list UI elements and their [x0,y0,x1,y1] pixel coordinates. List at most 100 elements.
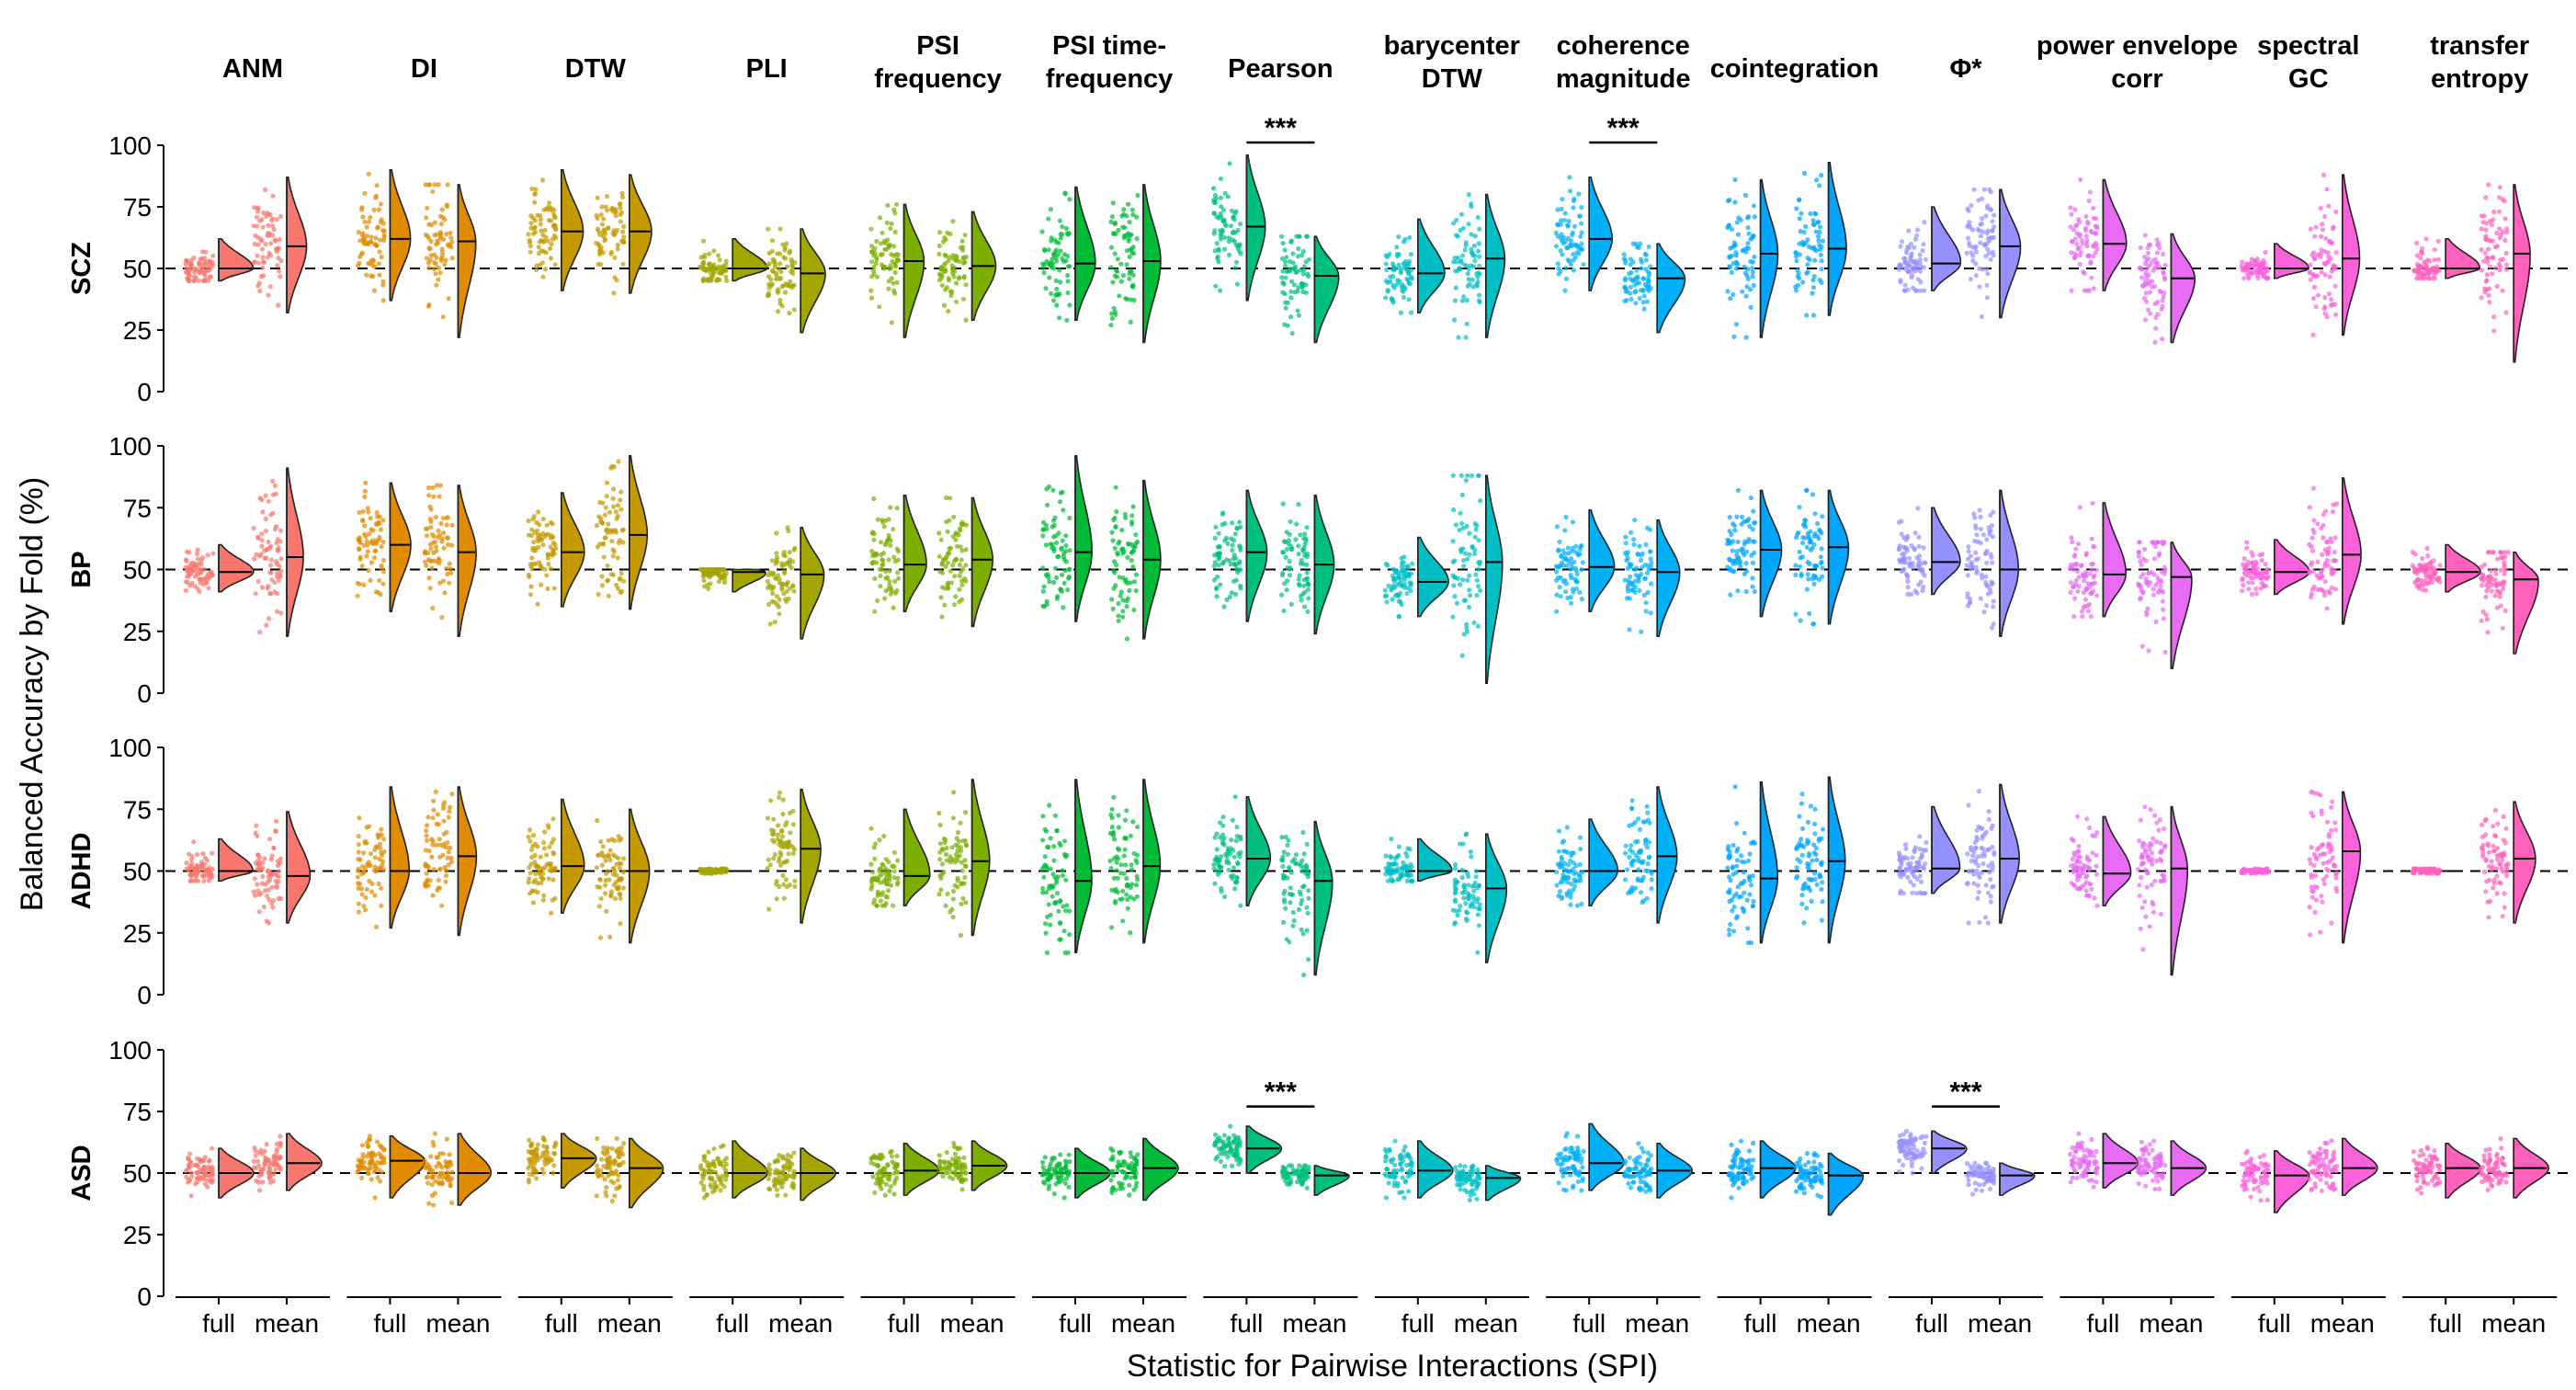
data-point-full [2069,238,2074,244]
data-point-mean [781,895,788,901]
data-point-full [195,871,200,876]
data-point-full [1067,908,1072,914]
data-point-full [1216,554,1221,560]
data-point-mean [423,883,428,888]
data-point-full [1067,932,1072,938]
data-point-mean [1302,604,1308,610]
data-point-mean [2155,575,2161,580]
data-point-mean [1641,276,1647,281]
data-point-mean [430,838,436,844]
data-point-full [2082,225,2089,231]
data-point-full [1231,553,1237,558]
data-point-mean [271,845,277,850]
data-point-full [1043,921,1049,927]
data-point-full [1909,591,1914,598]
half-violin-full [1074,454,1093,622]
data-point-full [371,868,377,873]
half-violin-full [2102,178,2128,291]
data-point-mean [770,591,776,597]
data-point-mean [597,252,603,257]
data-point-mean [1810,313,1817,318]
data-point-mean [1466,267,1471,272]
data-point-mean [2143,267,2150,272]
data-point-mean [1299,557,1304,564]
data-point-full [1745,267,1751,272]
data-point-mean [2330,509,2336,515]
data-point-full [894,882,901,887]
data-point-mean [255,260,261,266]
data-point-mean [1303,259,1309,265]
data-point-mean [774,882,779,887]
data-point-full [364,886,369,893]
data-point-full [528,592,534,598]
data-point-mean [2311,518,2317,523]
data-point-full [1218,211,1223,217]
data-point-full [1909,241,1914,246]
data-point-full [1223,223,1229,229]
column-title-transfer-entropy: entropy [2431,64,2528,94]
data-point-full [1896,519,1901,525]
data-point-mean [431,550,437,556]
data-point-full [1399,564,1404,570]
data-point-full [1056,530,1061,536]
half-violin-full [389,169,412,302]
data-point-full [889,221,894,226]
data-point-mean [618,575,623,581]
data-point-mean [426,493,432,498]
data-point-full [872,856,878,861]
data-point-full [891,280,896,286]
data-point-mean [769,837,776,843]
data-point-mean [1645,589,1651,596]
data-point-full [892,229,898,234]
data-point-mean [782,860,789,865]
data-point-mean [1631,541,1637,548]
data-point-mean [430,484,436,491]
data-point-mean [1795,268,1800,273]
data-point-full [1916,543,1922,550]
data-point-full [1555,207,1560,212]
data-point-full [2073,577,2079,584]
data-point-mean [615,555,620,561]
data-point-mean [614,582,619,588]
panel-scz-pearson [1210,154,1340,344]
data-point-mean [2504,226,2510,232]
data-point-full [546,561,551,567]
data-point-mean [603,231,608,236]
data-point-mean [1634,268,1640,273]
half-violin-mean [286,176,308,314]
data-point-full [1918,279,1923,285]
data-point-full [2423,587,2429,593]
data-point-full [875,893,880,898]
data-point-full [380,279,386,284]
data-point-mean [442,217,448,222]
data-point-mean [1304,570,1310,575]
data-point-mean [2157,245,2162,251]
data-point-mean [1810,621,1817,627]
data-point-full [1746,537,1752,542]
data-point-mean [945,582,950,587]
data-point-full [1574,244,1580,249]
data-point-mean [783,823,789,828]
data-point-mean [621,578,627,584]
data-point-mean [269,577,275,583]
data-point-full [2249,591,2254,598]
data-point-full [1744,284,1750,290]
data-point-full [2091,575,2096,580]
data-point-full [1562,288,1568,293]
data-point-mean [790,559,796,564]
data-point-full [1230,542,1235,548]
data-point-mean [2494,556,2501,562]
data-point-mean [428,518,434,525]
data-point-mean [2333,250,2339,256]
data-point-mean [1111,586,1117,591]
row-label-bp: BP [67,551,96,587]
data-point-mean [779,561,785,566]
data-point-mean [2150,268,2156,273]
data-point-mean [614,885,619,891]
data-point-mean [1984,560,1990,566]
data-point-mean [778,269,784,275]
data-point-full [194,551,200,557]
data-point-full [1406,280,1412,286]
data-point-full [532,191,538,197]
data-point-full [1214,241,1220,246]
